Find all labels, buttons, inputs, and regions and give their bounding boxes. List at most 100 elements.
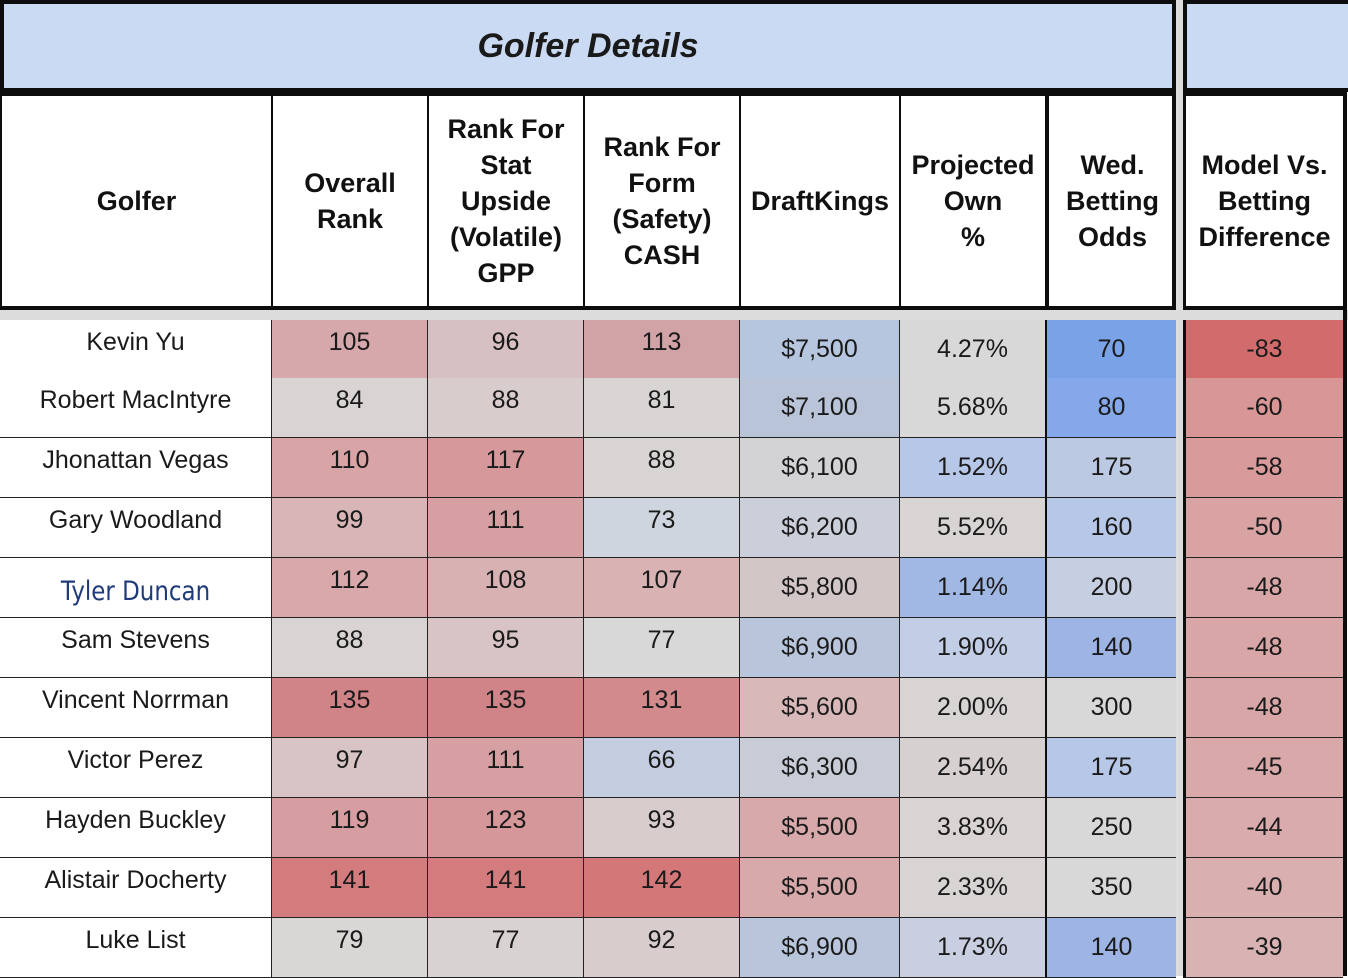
cell-stat[interactable]: 141 [427,858,583,918]
cell-golfer[interactable]: Alistair Docherty [0,858,271,918]
cell-own[interactable]: 2.00% [899,678,1045,738]
header-stat-upside[interactable]: Rank For Stat Upside (Volatile) GPP [427,92,583,310]
cell-form[interactable]: 142 [583,858,739,918]
cell-form[interactable]: 107 [583,558,739,618]
cell-form-value: 88 [647,446,676,474]
cell-own[interactable]: 1.90% [899,618,1045,678]
cell-form[interactable]: 81 [583,378,739,438]
cell-dk-value: $5,800 [781,573,858,601]
cell-diff[interactable]: -40 [1183,858,1343,918]
cell-stat[interactable]: 77 [427,918,583,978]
cell-dk[interactable]: $7,500 [739,320,899,380]
cell-overall[interactable]: 141 [271,858,427,918]
cell-dk[interactable]: $5,800 [739,558,899,618]
cell-own[interactable]: 1.14% [899,558,1045,618]
cell-diff[interactable]: -44 [1183,798,1343,858]
cell-odds[interactable]: 140 [1045,918,1176,978]
header-model-diff[interactable]: Model Vs. Betting Difference [1183,92,1343,310]
cell-stat[interactable]: 111 [427,498,583,558]
cell-own[interactable]: 1.52% [899,438,1045,498]
cell-odds[interactable]: 350 [1045,858,1176,918]
cell-odds[interactable]: 160 [1045,498,1176,558]
cell-overall[interactable]: 105 [271,320,427,380]
header-golfer[interactable]: Golfer [0,92,271,310]
cell-golfer[interactable]: Luke List [0,918,271,978]
cell-form[interactable]: 131 [583,678,739,738]
cell-stat[interactable]: 96 [427,320,583,380]
cell-form[interactable]: 77 [583,618,739,678]
header-overall-rank[interactable]: Overall Rank [271,92,427,310]
cell-own[interactable]: 2.33% [899,858,1045,918]
cell-overall[interactable]: 110 [271,438,427,498]
cell-dk[interactable]: $7,100 [739,378,899,438]
cell-dk[interactable]: $5,600 [739,678,899,738]
cell-stat[interactable]: 111 [427,738,583,798]
cell-overall[interactable]: 97 [271,738,427,798]
cell-overall[interactable]: 99 [271,498,427,558]
cell-golfer[interactable]: Jhonattan Vegas [0,438,271,498]
cell-overall[interactable]: 88 [271,618,427,678]
cell-form[interactable]: 92 [583,918,739,978]
cell-form[interactable]: 88 [583,438,739,498]
cell-dk[interactable]: $5,500 [739,798,899,858]
cell-form[interactable]: 73 [583,498,739,558]
cell-dk[interactable]: $5,500 [739,858,899,918]
cell-dk[interactable]: $6,900 [739,618,899,678]
divider [1172,0,1176,310]
cell-own[interactable]: 3.83% [899,798,1045,858]
cell-odds[interactable]: 140 [1045,618,1176,678]
cell-odds[interactable]: 175 [1045,438,1176,498]
cell-own[interactable]: 1.73% [899,918,1045,978]
cell-diff[interactable]: -45 [1183,738,1343,798]
cell-golfer[interactable]: Tyler Duncan [0,558,271,618]
cell-dk[interactable]: $6,300 [739,738,899,798]
cell-golfer[interactable]: Vincent Norrman [0,678,271,738]
cell-diff-value: -40 [1246,873,1283,901]
cell-form[interactable]: 66 [583,738,739,798]
header-projected-own[interactable]: Projected Own % [899,92,1045,310]
cell-stat[interactable]: 108 [427,558,583,618]
header-draftkings[interactable]: DraftKings [739,92,899,310]
cell-dk[interactable]: $6,100 [739,438,899,498]
cell-golfer[interactable]: Sam Stevens [0,618,271,678]
cell-overall[interactable]: 112 [271,558,427,618]
cell-stat[interactable]: 123 [427,798,583,858]
header-form-safety[interactable]: Rank For Form (Safety) CASH [583,92,739,310]
cell-own[interactable]: 2.54% [899,738,1045,798]
cell-diff[interactable]: -60 [1183,378,1343,438]
cell-golfer[interactable]: Kevin Yu [0,320,271,380]
cell-dk[interactable]: $6,200 [739,498,899,558]
cell-stat[interactable]: 95 [427,618,583,678]
cell-golfer[interactable]: Robert MacIntyre [0,378,271,438]
cell-golfer[interactable]: Hayden Buckley [0,798,271,858]
cell-overall[interactable]: 135 [271,678,427,738]
cell-overall[interactable]: 84 [271,378,427,438]
cell-golfer[interactable]: Victor Perez [0,738,271,798]
cell-own[interactable]: 4.27% [899,320,1045,380]
cell-dk[interactable]: $6,900 [739,918,899,978]
cell-diff[interactable]: -48 [1183,618,1343,678]
cell-diff[interactable]: -48 [1183,678,1343,738]
cell-stat[interactable]: 88 [427,378,583,438]
cell-diff[interactable]: -50 [1183,498,1343,558]
cell-form[interactable]: 113 [583,320,739,380]
cell-stat[interactable]: 117 [427,438,583,498]
cell-stat[interactable]: 135 [427,678,583,738]
cell-diff[interactable]: -39 [1183,918,1343,978]
cell-form[interactable]: 93 [583,798,739,858]
cell-odds[interactable]: 80 [1045,378,1176,438]
cell-odds[interactable]: 250 [1045,798,1176,858]
header-betting-odds[interactable]: Wed. Betting Odds [1045,92,1176,310]
cell-odds[interactable]: 70 [1045,320,1176,380]
cell-own[interactable]: 5.68% [899,378,1045,438]
cell-diff[interactable]: -48 [1183,558,1343,618]
cell-diff[interactable]: -58 [1183,438,1343,498]
cell-diff[interactable]: -83 [1183,320,1343,380]
cell-own[interactable]: 5.52% [899,498,1045,558]
cell-odds[interactable]: 175 [1045,738,1176,798]
cell-overall[interactable]: 79 [271,918,427,978]
cell-golfer[interactable]: Gary Woodland [0,498,271,558]
cell-odds[interactable]: 200 [1045,558,1176,618]
cell-overall[interactable]: 119 [271,798,427,858]
cell-odds[interactable]: 300 [1045,678,1176,738]
